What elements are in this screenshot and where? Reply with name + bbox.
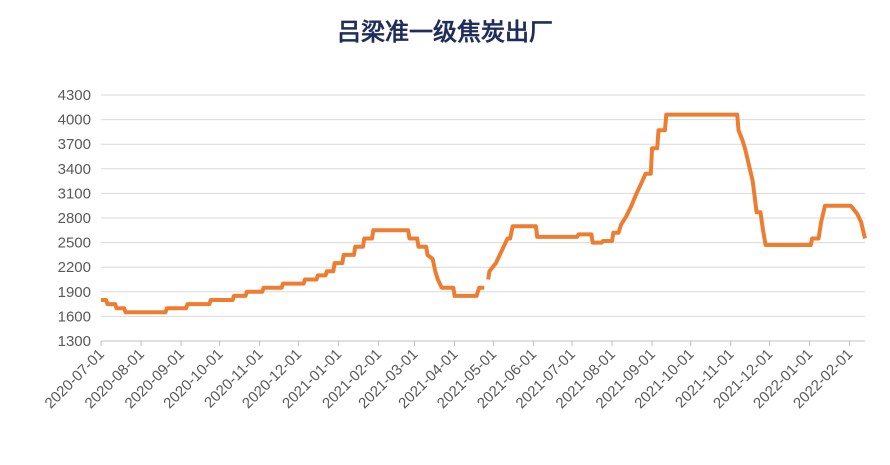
data-line bbox=[101, 112, 867, 315]
y-tick-label: 3700 bbox=[58, 136, 91, 153]
y-tick-label: 4000 bbox=[58, 112, 91, 129]
y-tick-label: 3100 bbox=[58, 185, 91, 202]
y-tick-label: 2800 bbox=[58, 210, 91, 227]
y-tick-label: 1900 bbox=[58, 284, 91, 301]
y-tick-label: 2200 bbox=[58, 259, 91, 276]
y-tick-label: 3400 bbox=[58, 161, 91, 178]
y-tick-label: 2500 bbox=[58, 235, 91, 252]
y-tick-label: 1600 bbox=[58, 308, 91, 325]
chart-title: 吕梁准一级焦炭出厂 bbox=[337, 18, 553, 46]
y-tick-label: 1300 bbox=[58, 333, 91, 350]
y-tick-label: 4300 bbox=[58, 87, 91, 104]
